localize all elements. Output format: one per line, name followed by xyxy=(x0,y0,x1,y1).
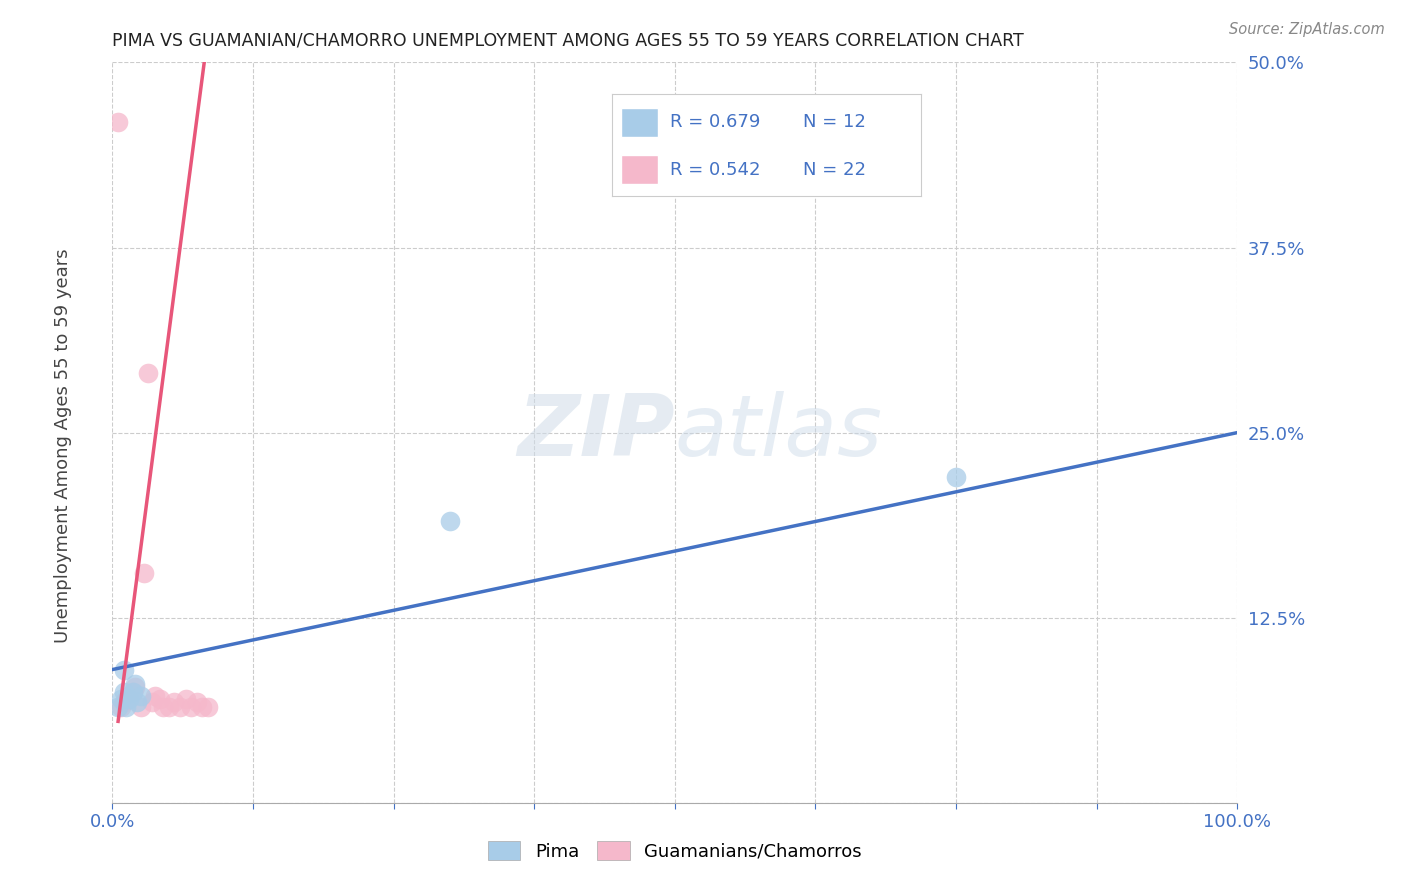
Point xyxy=(110,692,132,706)
Text: Source: ZipAtlas.com: Source: ZipAtlas.com xyxy=(1229,22,1385,37)
Text: PIMA VS GUAMANIAN/CHAMORRO UNEMPLOYMENT AMONG AGES 55 TO 59 YEARS CORRELATION CH: PIMA VS GUAMANIAN/CHAMORRO UNEMPLOYMENT … xyxy=(112,32,1024,50)
Point xyxy=(180,699,202,714)
Point xyxy=(169,699,191,714)
Point xyxy=(186,695,208,709)
Point xyxy=(124,681,146,695)
Point xyxy=(121,685,143,699)
Text: atlas: atlas xyxy=(675,391,883,475)
Point xyxy=(129,699,152,714)
Text: N = 12: N = 12 xyxy=(803,113,866,131)
Point xyxy=(107,114,129,128)
Point xyxy=(129,689,152,703)
Point xyxy=(112,685,135,699)
Text: ZIP: ZIP xyxy=(517,391,675,475)
Bar xyxy=(621,108,658,136)
Point xyxy=(115,692,138,706)
Point xyxy=(174,692,197,706)
Point xyxy=(152,699,174,714)
Point xyxy=(945,470,967,484)
Bar xyxy=(621,155,658,184)
Point xyxy=(141,695,163,709)
Point xyxy=(143,689,166,703)
Point xyxy=(118,689,141,703)
Point xyxy=(439,515,461,529)
Point xyxy=(127,695,149,709)
Point xyxy=(115,699,138,714)
Point xyxy=(110,699,132,714)
Point xyxy=(121,685,143,699)
Point xyxy=(157,699,180,714)
Point xyxy=(149,692,172,706)
Point xyxy=(124,677,146,691)
Text: R = 0.542: R = 0.542 xyxy=(671,161,761,178)
Point xyxy=(118,692,141,706)
Point xyxy=(191,699,214,714)
Text: R = 0.679: R = 0.679 xyxy=(671,113,761,131)
Point xyxy=(163,695,186,709)
Point xyxy=(112,695,135,709)
Text: Unemployment Among Ages 55 to 59 years: Unemployment Among Ages 55 to 59 years xyxy=(55,249,72,643)
Point xyxy=(197,699,219,714)
Point xyxy=(138,367,160,381)
Text: N = 22: N = 22 xyxy=(803,161,866,178)
Legend: Pima, Guamanians/Chamorros: Pima, Guamanians/Chamorros xyxy=(481,834,869,868)
Point xyxy=(107,699,129,714)
Point xyxy=(112,663,135,677)
Point xyxy=(132,566,155,581)
